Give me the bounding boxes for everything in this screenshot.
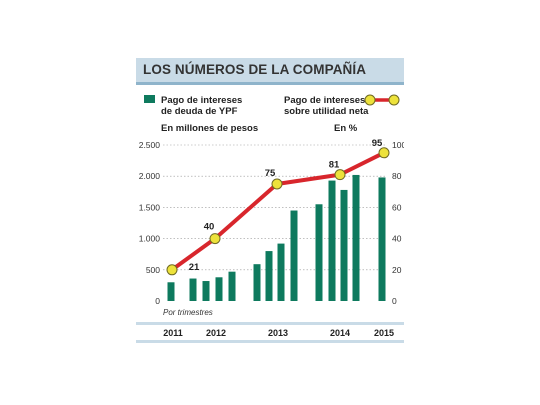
legend-bar-swatch	[144, 95, 155, 103]
line-marker	[271, 178, 283, 190]
footnote: Por trimestres	[163, 308, 213, 317]
left-tick-label: 2.500	[139, 140, 161, 150]
right-tick-label: 100	[392, 140, 404, 150]
chart-title: LOS NÚMEROS DE LA COMPAÑÍA	[143, 62, 367, 77]
bar	[202, 281, 210, 301]
year-layer: 2011 2012 2013 2014 2015	[163, 328, 394, 338]
legend-bars-line1: Pago de intereses	[161, 95, 242, 106]
line-data-label: 95	[372, 138, 383, 149]
right-tick-label: 80	[392, 171, 402, 181]
year-label: 2013	[268, 328, 288, 338]
bar	[328, 180, 336, 301]
bar	[215, 277, 223, 301]
left-axis-unit: En millones de pesos	[161, 123, 258, 134]
left-tick-label: 1.000	[139, 234, 161, 244]
chart-svg: Pago de intereses de deuda de YPF Pago d…	[136, 94, 404, 343]
grid-layer	[163, 144, 386, 271]
tick-layer: 2.500 100 2.000 80 1.500 60 1.000 40 500 20 0 0	[139, 140, 404, 306]
line-data-label: 40	[204, 222, 215, 233]
right-tick-label: 40	[392, 234, 402, 244]
left-tick-label: 1.500	[139, 202, 161, 212]
right-axis-unit: En %	[334, 123, 358, 134]
year-label: 2011	[163, 328, 183, 338]
bar	[167, 282, 175, 301]
legend-line-line2: sobre utilidad neta	[284, 106, 369, 117]
bar-layer	[167, 174, 386, 301]
bar	[378, 177, 386, 301]
right-tick-label: 0	[392, 296, 397, 306]
title-band: LOS NÚMEROS DE LA COMPAÑÍA	[136, 58, 404, 82]
title-underline	[136, 82, 404, 85]
line-marker	[166, 264, 178, 276]
infographic: LOS NÚMEROS DE LA COMPAÑÍA Pago de inter…	[136, 58, 404, 348]
year-label: 2012	[206, 328, 226, 338]
bar	[228, 271, 236, 301]
bar	[189, 278, 197, 301]
line-data-label: 81	[329, 160, 340, 171]
line-layer	[166, 147, 390, 276]
line-marker	[209, 233, 221, 245]
bar	[340, 189, 348, 301]
bar	[290, 210, 298, 301]
right-tick-label: 20	[392, 265, 402, 275]
legend-marker-left	[364, 94, 376, 106]
bar	[277, 243, 285, 301]
legend-line-line1: Pago de intereses	[284, 95, 365, 106]
bar	[253, 264, 261, 301]
label-layer: 40 75 81 95 21	[189, 138, 383, 273]
year-label: 2014	[330, 328, 350, 338]
line-data-label: 75	[265, 168, 276, 179]
bar	[265, 251, 273, 301]
bar	[352, 174, 360, 301]
legend-marker-right	[388, 94, 400, 106]
legend-bars-line2: de deuda de YPF	[161, 106, 238, 117]
right-tick-label: 60	[392, 202, 402, 212]
bottom-rule	[136, 340, 404, 343]
left-tick-label: 0	[155, 296, 160, 306]
line-marker	[334, 169, 346, 181]
left-tick-label: 500	[146, 265, 160, 275]
axis-band	[136, 322, 404, 325]
line-marker	[378, 147, 390, 159]
bar	[315, 204, 323, 301]
year-label: 2015	[374, 328, 394, 338]
annotation-label: 21	[189, 262, 200, 273]
left-tick-label: 2.000	[139, 171, 161, 181]
